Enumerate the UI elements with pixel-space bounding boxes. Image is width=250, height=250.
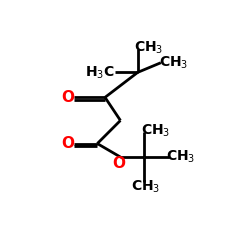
Text: CH$_3$: CH$_3$ <box>131 179 160 195</box>
Text: CH$_3$: CH$_3$ <box>159 54 188 71</box>
Text: CH$_3$: CH$_3$ <box>134 40 163 56</box>
Text: CH$_3$: CH$_3$ <box>166 149 196 165</box>
Text: O: O <box>61 90 74 105</box>
Text: O: O <box>112 156 125 171</box>
Text: CH$_3$: CH$_3$ <box>142 123 171 139</box>
Text: O: O <box>61 136 74 151</box>
Text: H$_3$C: H$_3$C <box>85 64 115 80</box>
